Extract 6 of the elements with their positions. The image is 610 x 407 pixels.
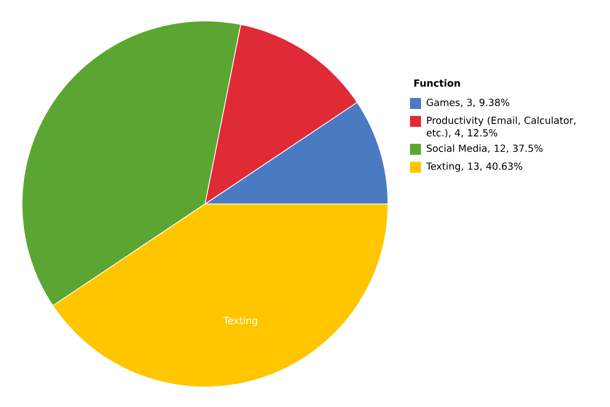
legend-title: Function — [414, 79, 460, 87]
legend-label: Games, 3, 9.38% — [426, 98, 510, 108]
legend-label: Texting, 13, 40.63% — [426, 162, 522, 172]
legend-label: Productivity (Email, Calculator, etc.), 4, 12.5% — [426, 116, 576, 138]
text: Texting — [223, 316, 258, 326]
legend-label: Social Media, 12, 37.5% — [426, 144, 543, 153]
